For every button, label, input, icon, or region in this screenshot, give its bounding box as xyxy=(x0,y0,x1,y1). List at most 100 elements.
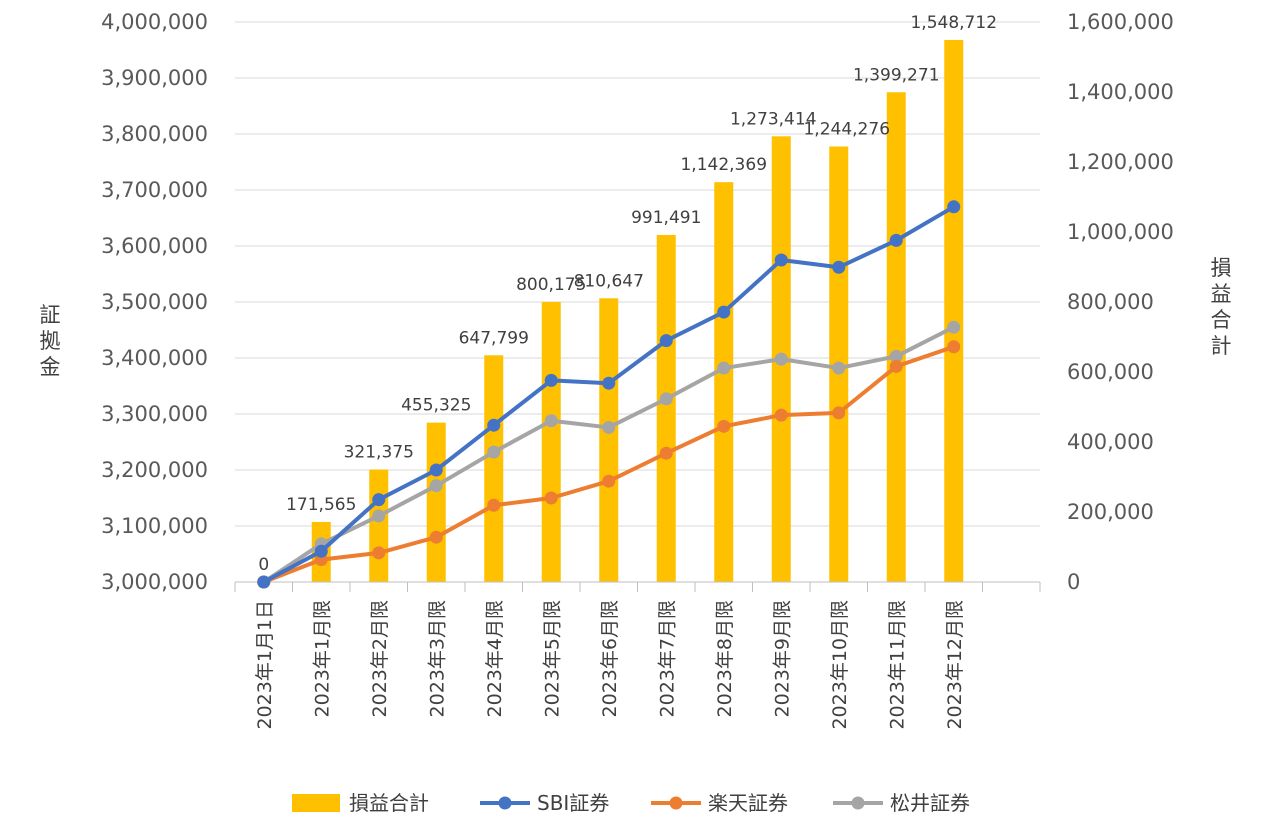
left-tick-label: 3,200,000 xyxy=(101,458,208,482)
x-tick-label: 2023年3月限 xyxy=(426,600,448,717)
bar-data-label: 800,175 xyxy=(516,275,586,295)
right-tick-label: 1,400,000 xyxy=(1067,80,1174,104)
bar xyxy=(714,182,734,583)
series-point xyxy=(832,260,846,274)
left-tick-label: 3,800,000 xyxy=(101,122,208,146)
bar-data-label: 1,142,369 xyxy=(680,155,767,175)
bar-data-label: 1,548,712 xyxy=(910,13,997,33)
series-point xyxy=(659,334,673,348)
right-axis-title: 損益合計 xyxy=(1211,256,1232,358)
x-tick-label: 2023年12月限 xyxy=(944,600,966,730)
series-point xyxy=(659,392,673,406)
x-tick-label: 2023年9月限 xyxy=(771,600,793,717)
left-tick-label: 3,700,000 xyxy=(101,178,208,202)
right-tick-label: 1,600,000 xyxy=(1067,10,1174,34)
series-point xyxy=(544,373,558,387)
x-tick-label: 2023年7月限 xyxy=(656,600,678,717)
right-tick-label: 800,000 xyxy=(1067,290,1154,314)
left-tick-label: 3,900,000 xyxy=(101,66,208,90)
series-point xyxy=(832,361,846,375)
series-point xyxy=(717,419,731,433)
bar xyxy=(656,234,676,582)
series-point xyxy=(774,352,788,366)
series-point xyxy=(544,491,558,505)
series-point xyxy=(544,414,558,428)
series-point xyxy=(602,474,616,488)
bar-data-label: 1,244,276 xyxy=(803,120,890,140)
series-point xyxy=(429,479,443,493)
legend: 損益合計 SBI証券 楽天証券 松井証券 xyxy=(292,791,970,815)
bar-data-label: 810,647 xyxy=(574,271,644,291)
series-point xyxy=(947,200,961,214)
x-tick-label: 2023年2月限 xyxy=(369,600,391,717)
right-tick-label: 400,000 xyxy=(1067,430,1154,454)
legend-swatch-bar xyxy=(292,794,340,812)
bar-data-label: 1,399,271 xyxy=(853,65,940,85)
right-tick-label: 0 xyxy=(1067,570,1080,594)
series-point xyxy=(659,446,673,460)
bar-data-label: 171,565 xyxy=(286,495,356,515)
series-point xyxy=(889,359,903,373)
series-point xyxy=(889,233,903,247)
bar xyxy=(599,298,619,582)
bar-data-labels: 0 171,565 321,375 455,325 647,799 800,175810,… xyxy=(258,13,997,575)
bar-data-label: 0 xyxy=(258,555,269,575)
x-tick-label: 2023年1月限 xyxy=(311,600,333,717)
legend-label: 楽天証券 xyxy=(708,791,788,815)
bar-data-label: 321,375 xyxy=(344,443,414,463)
right-tick-label: 1,200,000 xyxy=(1067,150,1174,174)
axis-titles: 証拠金 損益合計 xyxy=(40,256,1232,379)
series-point xyxy=(947,320,961,334)
legend-label: 松井証券 xyxy=(890,791,970,815)
bar-data-label: 647,799 xyxy=(459,328,529,348)
left-tick-label: 4,000,000 xyxy=(101,10,208,34)
bar xyxy=(944,39,964,582)
gridlines xyxy=(235,21,1040,527)
series-point xyxy=(947,340,961,354)
x-tick-label: 2023年4月限 xyxy=(484,600,506,717)
series-point xyxy=(372,509,386,523)
left-tick-label: 3,400,000 xyxy=(101,346,208,370)
right-tick-label: 600,000 xyxy=(1067,360,1154,384)
series-point xyxy=(774,408,788,422)
series-point xyxy=(717,361,731,375)
left-tick-label: 3,100,000 xyxy=(101,514,208,538)
legend-label: 損益合計 xyxy=(349,791,429,815)
series-point xyxy=(314,544,328,558)
x-axis xyxy=(234,581,1041,592)
bar xyxy=(369,469,389,582)
bar xyxy=(541,301,561,582)
series-point xyxy=(602,420,616,434)
series-point xyxy=(487,498,501,512)
bar xyxy=(484,355,504,582)
series-point xyxy=(602,376,616,390)
series-point xyxy=(429,463,443,477)
legend-swatch-marker xyxy=(498,796,512,810)
series-point xyxy=(832,406,846,420)
legend-label: SBI証券 xyxy=(537,791,609,815)
bar-data-label: 991,491 xyxy=(631,208,701,228)
bar xyxy=(426,422,446,582)
left-tick-label: 3,300,000 xyxy=(101,402,208,426)
series-point xyxy=(429,530,443,544)
bar xyxy=(886,92,906,582)
series-point xyxy=(889,349,903,363)
line-series xyxy=(257,200,961,589)
x-tick-label: 2023年5月限 xyxy=(541,600,563,717)
right-axis-tick-labels: 0 200,000 400,000 600,000 800,000 1,000,000 1,… xyxy=(1067,10,1174,594)
left-tick-label: 3,500,000 xyxy=(101,290,208,314)
x-tick-label: 2023年1月1日 xyxy=(254,600,276,730)
right-tick-label: 200,000 xyxy=(1067,500,1154,524)
left-axis-tick-labels: 3,000,000 3,100,000 3,200,000 3,300,000 3,40… xyxy=(101,10,208,594)
legend-swatch-marker xyxy=(669,796,683,810)
bar-data-label: 455,325 xyxy=(401,396,471,416)
x-tick-label: 2023年11月限 xyxy=(886,600,908,730)
left-tick-label: 3,600,000 xyxy=(101,234,208,258)
series-point xyxy=(372,546,386,560)
series-point xyxy=(774,253,788,267)
x-axis-tick-labels: 2023年1月1日 2023年1月限 2023年2月限 2023年3月限 2023年4月… xyxy=(254,600,966,730)
series-point xyxy=(487,418,501,432)
series-point xyxy=(372,493,386,507)
x-tick-label: 2023年8月限 xyxy=(714,600,736,717)
